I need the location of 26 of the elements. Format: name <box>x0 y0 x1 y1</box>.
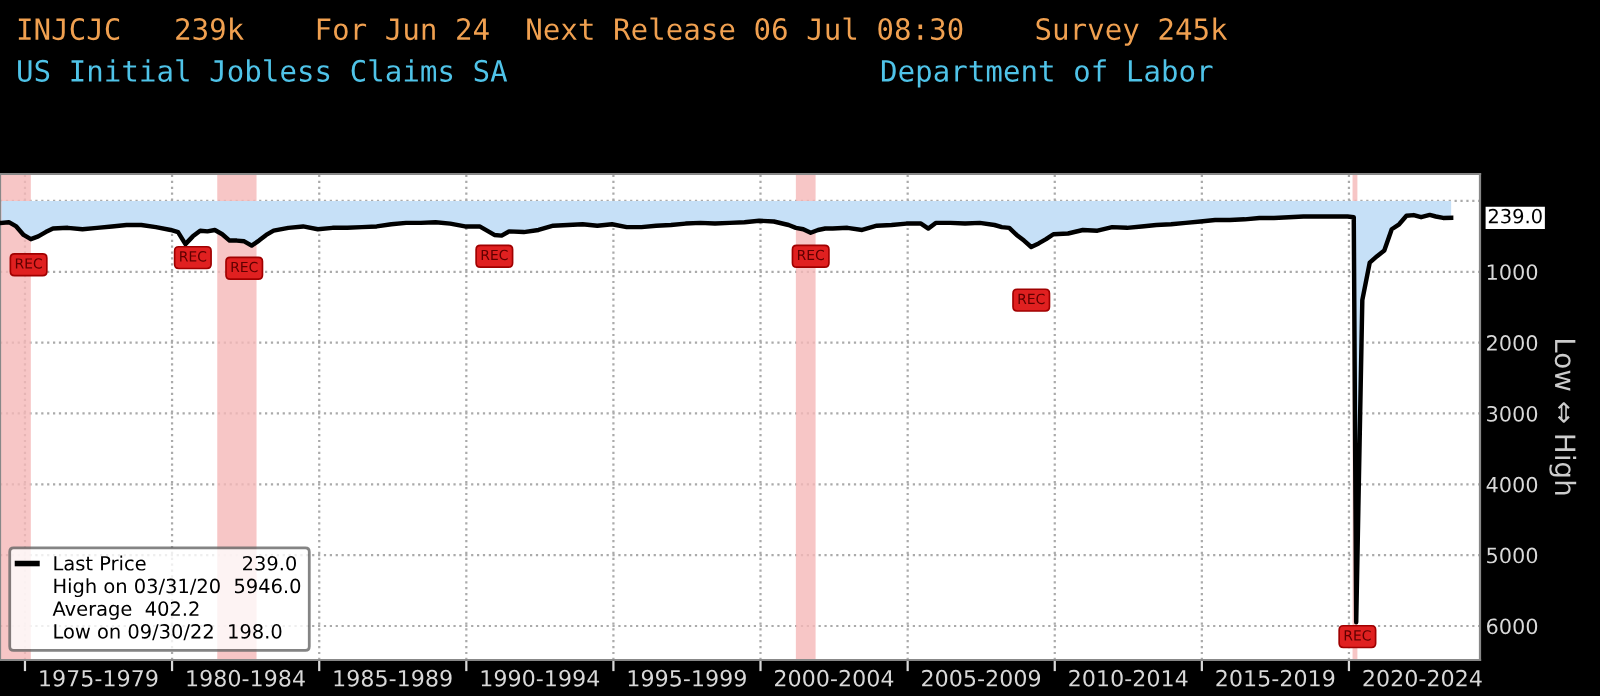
annotation: High on 03/31/20 5946.0 <box>54 578 301 598</box>
annotation: 239.0 <box>243 555 296 571</box>
x-tick-label: 1975-1979 <box>40 669 158 687</box>
x-tick-label: 1995-1999 <box>628 669 746 687</box>
x-tick-label: 2000-2004 <box>775 669 894 687</box>
y-tick-label: 1000 <box>1487 264 1538 280</box>
x-tick-label: 2015-2019 <box>1216 669 1335 687</box>
legend-label: Last Price <box>54 555 146 571</box>
y-tick-label: 6000 <box>1487 618 1538 635</box>
x-tick-label: 2010-2014 <box>1069 669 1188 687</box>
chart-subtitle: US Initial Jobless Claims SA <box>18 59 508 82</box>
annotation: Low on 09/30/22 198.0 <box>54 624 282 641</box>
x-tick-label: 1985-1989 <box>334 669 452 687</box>
annotation: Average 402.2 <box>52 601 199 620</box>
x-tick-label: 1980-1984 <box>187 669 305 687</box>
annotation: 239.0 <box>1488 208 1542 224</box>
y-axis-title: Low ⇔ High <box>1549 339 1577 495</box>
y-tick-label: 3000 <box>1487 405 1538 422</box>
y-tick-label: 2000 <box>1487 335 1538 351</box>
y-tick-label: 4000 <box>1486 476 1538 493</box>
chart-title: INJCJC 239k For Jun 24 Next Release 06 Jul 08:30 Survey 245k <box>18 17 1228 46</box>
x-tick-label: 2020-2024 <box>1363 669 1482 687</box>
y-tick-label: 5000 <box>1487 547 1538 564</box>
x-tick-label: 2005-2009 <box>922 669 1041 687</box>
x-tick-label: 1990-1994 <box>481 669 600 687</box>
text: Department of Labor <box>881 59 1213 88</box>
